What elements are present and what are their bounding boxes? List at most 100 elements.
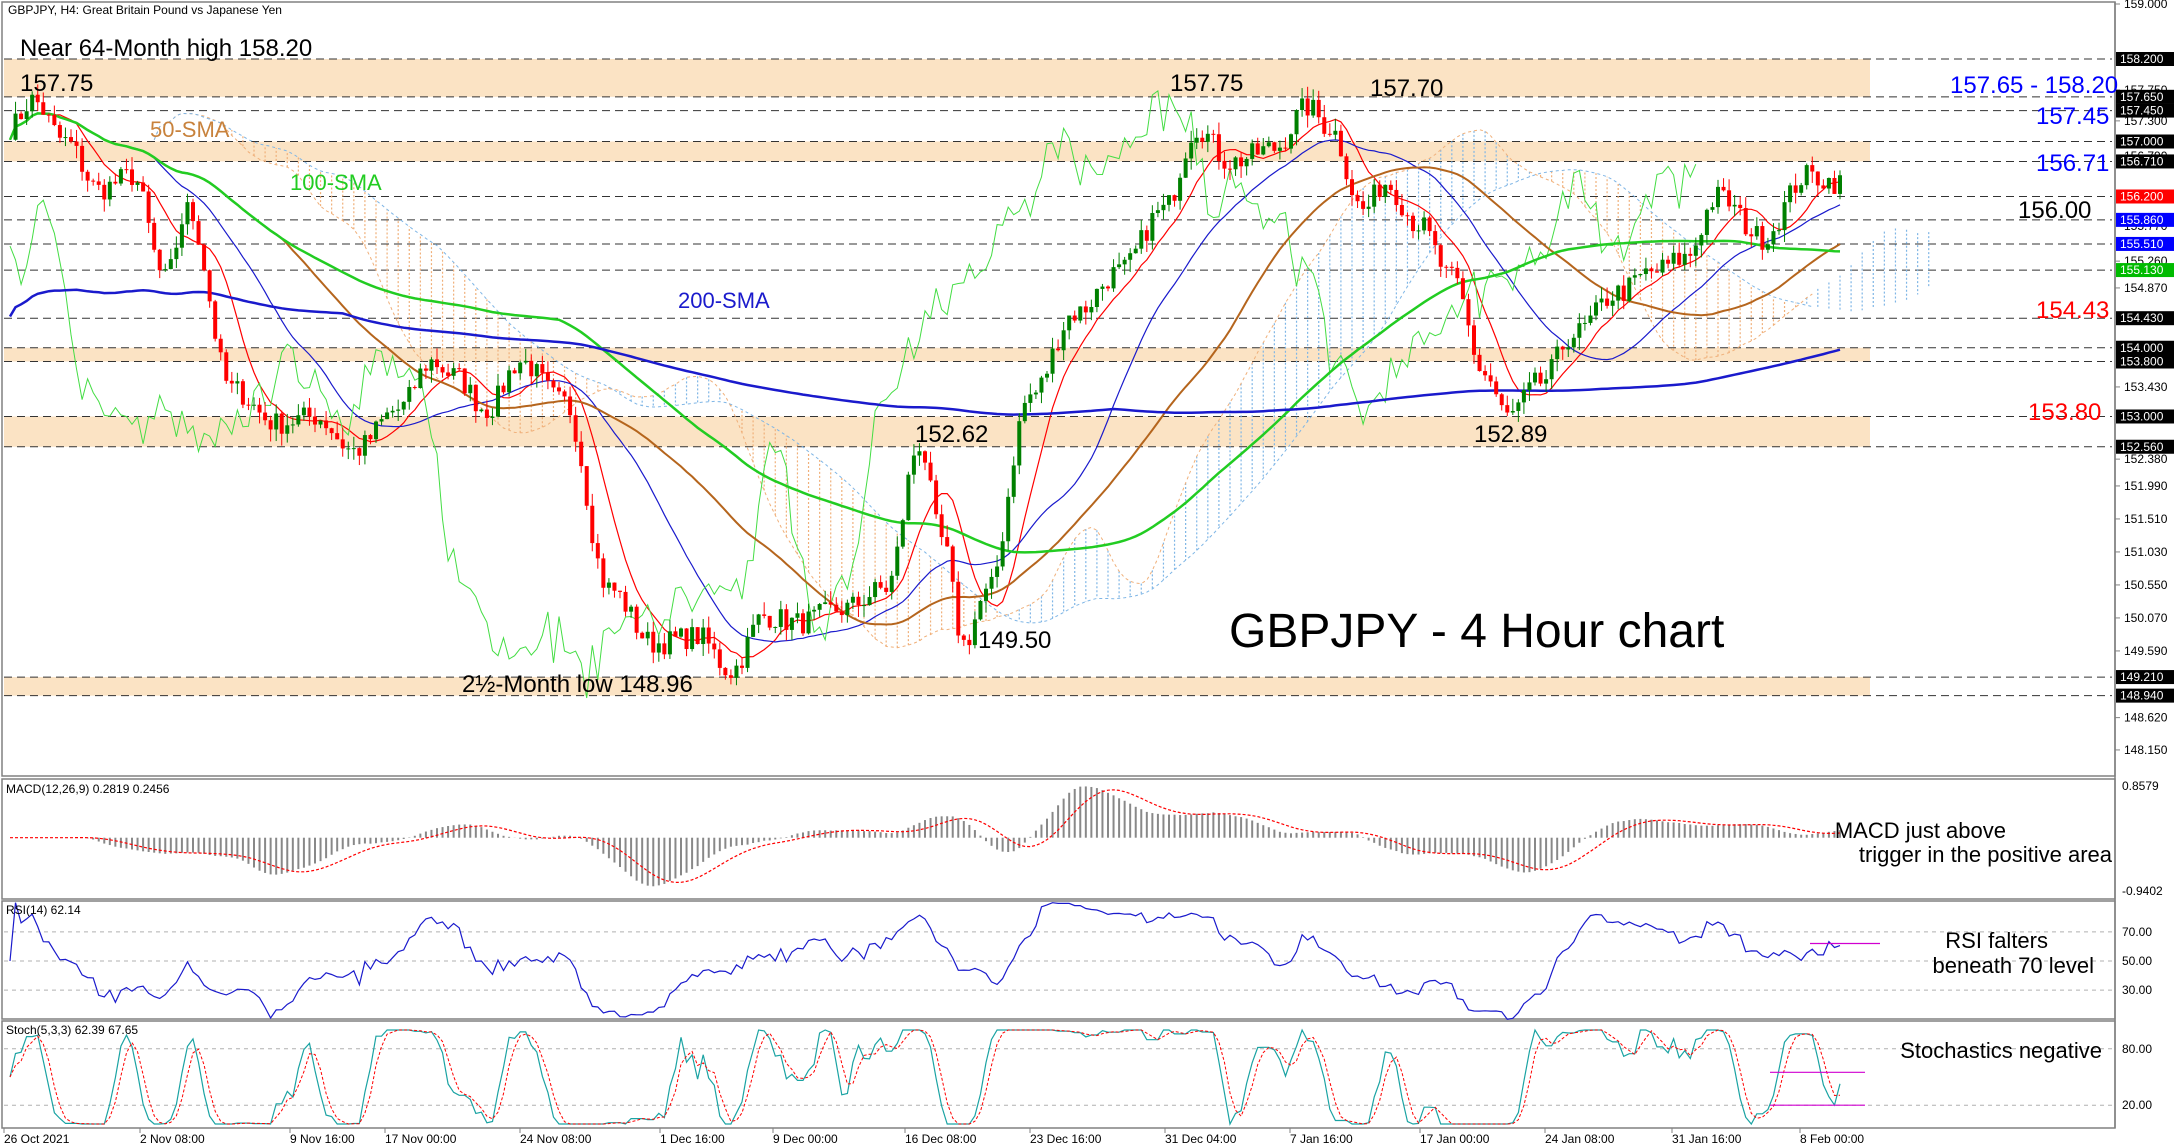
candle-body bbox=[329, 428, 334, 434]
sr-band-1 bbox=[4, 141, 1870, 162]
candle-body bbox=[191, 202, 195, 222]
candle-body bbox=[1571, 337, 1576, 348]
kijun-sen-line bbox=[9, 112, 1841, 643]
candle-body bbox=[1544, 379, 1549, 384]
candle-body bbox=[623, 591, 628, 612]
candle-body bbox=[1826, 177, 1831, 189]
price-level-label: 155.130 bbox=[2120, 263, 2164, 277]
candle-body bbox=[1000, 541, 1005, 567]
candle-body bbox=[1754, 226, 1759, 237]
candle-body bbox=[906, 474, 911, 521]
candle-body bbox=[723, 667, 728, 676]
sma200-line bbox=[8, 288, 1841, 416]
price-axis-label: 150.550 bbox=[2124, 578, 2168, 592]
candle-body bbox=[451, 368, 456, 376]
candle-body bbox=[1366, 206, 1371, 209]
candle-body bbox=[1455, 267, 1460, 279]
candle-body bbox=[1577, 323, 1582, 338]
candle-body bbox=[551, 380, 556, 388]
rsi-indicator: 70.00 50.00 30.00 bbox=[4, 902, 2152, 1020]
candle-body bbox=[1838, 175, 1842, 194]
candle-body bbox=[74, 141, 79, 146]
candle-body bbox=[590, 505, 595, 544]
candle-body bbox=[673, 631, 678, 637]
candle-body bbox=[213, 301, 218, 339]
sma100-label: 100-SMA bbox=[290, 170, 382, 195]
stoch-main-line bbox=[9, 1028, 1841, 1126]
price-axis: 159.000157.750157.300156.790155.770155.2… bbox=[2114, 0, 2174, 1128]
candle-body bbox=[179, 224, 184, 248]
price-level-label: 157.650 bbox=[2120, 90, 2164, 104]
candle-body bbox=[46, 114, 51, 116]
candle-body bbox=[1777, 230, 1781, 232]
candle-body bbox=[1682, 253, 1687, 265]
candle-body bbox=[939, 514, 944, 538]
candle-body bbox=[662, 643, 667, 655]
candle-body bbox=[252, 404, 256, 406]
candle-body bbox=[900, 520, 905, 547]
candle-body bbox=[579, 441, 584, 467]
candle-body bbox=[1344, 156, 1349, 180]
candle-body bbox=[651, 631, 656, 653]
candle-body bbox=[1266, 142, 1271, 147]
cloud-span-a bbox=[153, 112, 1813, 649]
annotation-154-43: 154.43 bbox=[2036, 297, 2109, 324]
candle-body bbox=[817, 604, 822, 610]
candle-body bbox=[96, 181, 101, 185]
sma100-line bbox=[8, 112, 1841, 554]
candle-body bbox=[1488, 375, 1493, 382]
candle-body bbox=[695, 627, 700, 645]
candle-body bbox=[362, 435, 367, 456]
candle-body bbox=[385, 412, 390, 420]
candle-body bbox=[1433, 231, 1438, 246]
rsi-tick-label: 50.00 bbox=[2122, 954, 2152, 968]
annotation-resistance-zone: 157.65 - 158.20 bbox=[1950, 72, 2118, 99]
time-axis-label: 17 Jan 00:00 bbox=[1420, 1132, 1490, 1146]
candle-body bbox=[1200, 137, 1205, 142]
candle-body bbox=[174, 247, 179, 260]
time-axis-label: 16 Dec 08:00 bbox=[905, 1132, 977, 1146]
candle-body bbox=[1716, 186, 1720, 208]
price-level-label: 154.000 bbox=[2120, 341, 2164, 355]
candle-body bbox=[235, 381, 240, 384]
candle-body bbox=[324, 420, 329, 429]
candle-body bbox=[1655, 271, 1659, 273]
sma200-label: 200-SMA bbox=[678, 288, 770, 313]
candle-body bbox=[1416, 230, 1421, 232]
candle-body bbox=[795, 613, 800, 618]
candle-body bbox=[118, 169, 123, 184]
rsi-note-line1: RSI falters bbox=[1945, 928, 2048, 953]
candle-body bbox=[30, 94, 35, 112]
time-axis-label: 23 Dec 16:00 bbox=[1030, 1132, 1102, 1146]
time-axis-label: 9 Dec 00:00 bbox=[773, 1132, 838, 1146]
candle-body bbox=[1721, 186, 1726, 191]
candle-body bbox=[917, 451, 922, 456]
candle-body bbox=[1688, 253, 1693, 256]
candle-body bbox=[1405, 215, 1410, 217]
candle-body bbox=[1388, 184, 1393, 190]
candle-body bbox=[185, 202, 190, 225]
candle-body bbox=[490, 416, 495, 418]
macd-tick-max: 0.8579 bbox=[2122, 779, 2159, 793]
annotation-153-80: 153.80 bbox=[2028, 399, 2101, 426]
price-level-label: 153.800 bbox=[2120, 355, 2164, 369]
candle-body bbox=[712, 643, 717, 650]
annotation-left-peak: 157.75 bbox=[20, 70, 93, 97]
candle-body bbox=[368, 435, 373, 440]
price-level-lines bbox=[4, 58, 2112, 697]
candle-body bbox=[1782, 202, 1787, 231]
macd-label: MACD(12,26,9) 0.2819 0.2456 bbox=[6, 782, 170, 796]
candle-body bbox=[1460, 278, 1465, 300]
candle-body bbox=[57, 125, 62, 138]
price-level-box bbox=[2116, 154, 2174, 169]
candle-body bbox=[1821, 185, 1826, 189]
candle-body bbox=[268, 420, 273, 430]
macd-note-line2: trigger in the positive area bbox=[1859, 842, 2113, 867]
price-level-box bbox=[2116, 212, 2174, 227]
candle-body bbox=[812, 609, 817, 612]
candle-body bbox=[501, 385, 506, 393]
candle-body bbox=[1161, 204, 1166, 211]
candle-body bbox=[1383, 184, 1388, 197]
candle-body bbox=[1643, 268, 1648, 275]
candle-body bbox=[91, 180, 96, 182]
